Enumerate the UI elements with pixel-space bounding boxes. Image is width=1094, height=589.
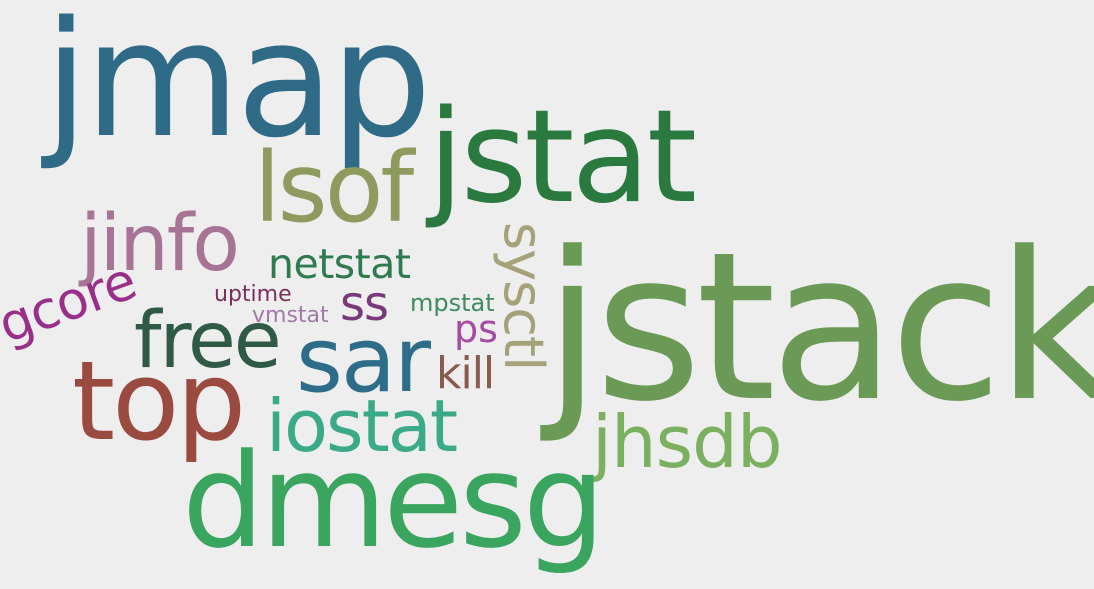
word-jstat: jstat: [428, 83, 697, 232]
word-jmap: jmap: [44, 0, 432, 173]
word-lsof: lsof: [254, 132, 414, 244]
word-jhsdb: jhsdb: [592, 400, 783, 484]
word-sar: sar: [296, 308, 431, 413]
word-sysctl: sysctl: [492, 222, 555, 371]
word-jstack: jstack: [544, 209, 1094, 447]
word-netstat: netstat: [268, 240, 411, 288]
word-free: free: [134, 296, 282, 386]
word-top: top: [72, 337, 246, 465]
word-jinfo: jinfo: [80, 199, 240, 289]
word-kill: kill: [436, 348, 495, 399]
word-iostat: iostat: [266, 384, 458, 468]
word-ss: ss: [340, 276, 389, 332]
word-dmesg: dmesg: [182, 425, 605, 577]
word-ps: ps: [454, 307, 498, 351]
word-vmstat: vmstat: [252, 303, 329, 328]
word-uptime: uptime: [214, 282, 292, 307]
word-mpstat: mpstat: [410, 289, 495, 317]
